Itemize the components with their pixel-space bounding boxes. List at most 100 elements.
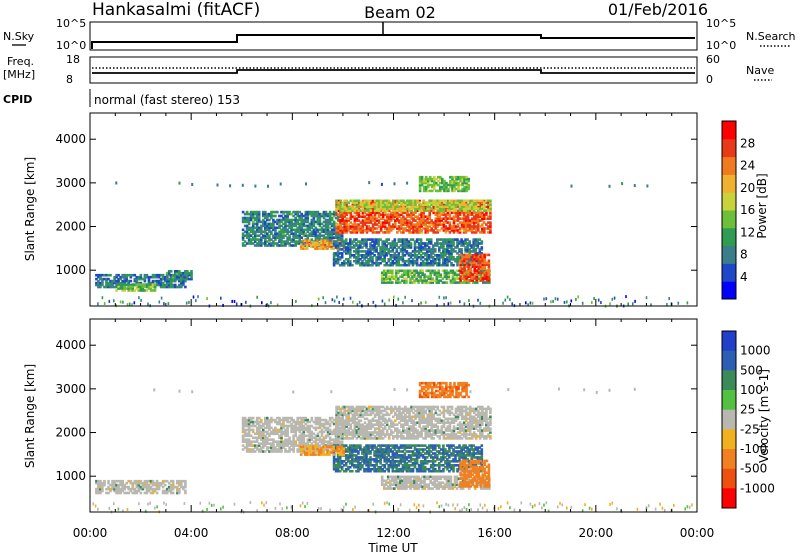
echo-cell: [260, 418, 263, 422]
echo-cell: [390, 205, 393, 208]
echo-cell: [388, 277, 392, 280]
echo-cell: [483, 203, 486, 206]
echo-cell: [262, 234, 265, 237]
echo-cell: [438, 215, 442, 218]
echo-cell: [395, 279, 398, 282]
echo-speckle: [380, 182, 383, 186]
echo-cell: [448, 213, 452, 216]
echo-cell: [369, 219, 373, 222]
echo-cell: [153, 275, 157, 279]
echo-cell: [439, 187, 442, 191]
echo-cell: [400, 225, 403, 228]
echo-cell: [292, 240, 295, 243]
echo-cell: [473, 261, 476, 265]
echo-cell: [316, 222, 320, 226]
echo-cell: [391, 263, 395, 267]
echo-cell: [111, 279, 114, 283]
echo-cell: [401, 269, 404, 273]
echo-speckle: [191, 390, 194, 394]
echo-cell: [302, 242, 306, 245]
echo-cell: [337, 227, 340, 230]
echo-cell: [268, 230, 271, 234]
echo-cell: [343, 429, 346, 432]
echo-cell: [392, 225, 395, 228]
echo-cell: [286, 216, 289, 220]
echo-cell: [387, 225, 391, 228]
echo-cell: [470, 225, 474, 228]
echo-cell: [394, 203, 397, 206]
echo-cell: [414, 203, 417, 206]
echo-cell: [115, 489, 118, 493]
echo-cell: [343, 229, 346, 232]
echo-cell: [406, 209, 409, 213]
echo-cell: [432, 231, 435, 234]
echo-cell: [391, 250, 395, 253]
echo-cell: [484, 281, 487, 284]
echo-cell: [475, 277, 478, 280]
echo-speckle: [556, 505, 559, 509]
echo-speckle: [395, 303, 397, 307]
echo-cell: [337, 209, 340, 213]
echo-cell: [438, 263, 441, 267]
echo-cell: [182, 281, 185, 285]
echo-cell: [363, 207, 367, 211]
echo-cell: [101, 487, 104, 491]
echo-cell: [458, 205, 462, 208]
echo-cell: [314, 245, 317, 248]
echo-cell: [314, 426, 318, 430]
echo-cell: [247, 444, 251, 447]
echo-cell: [316, 422, 320, 426]
echo-cell: [105, 277, 108, 281]
echo-cell: [349, 217, 353, 220]
echo-cell: [286, 432, 289, 436]
echo-cell: [326, 430, 330, 434]
echo-cell: [314, 238, 318, 241]
echo-cell: [301, 247, 305, 250]
echo-cell: [420, 231, 423, 234]
echo-cell: [251, 222, 255, 226]
echo-cell: [429, 269, 432, 273]
echo-cell: [135, 285, 139, 288]
colorbar-tick-label: 24: [740, 159, 755, 173]
echo-cell: [165, 279, 169, 283]
echo-speckle: [666, 303, 668, 306]
echo-cell: [147, 279, 151, 283]
echo-cell: [249, 420, 253, 424]
echo-cell: [190, 273, 193, 277]
echo-cell: [338, 242, 342, 245]
echo-cell: [257, 442, 261, 445]
echo-cell: [389, 256, 393, 259]
echo-cell: [455, 179, 458, 183]
echo-cell: [445, 281, 449, 284]
echo-cell: [268, 428, 271, 432]
echo-cell: [359, 229, 363, 232]
echo-cell: [424, 185, 428, 189]
echo-cell: [460, 252, 463, 255]
echo-cell: [462, 205, 466, 208]
echo-cell: [489, 217, 492, 220]
echo-cell: [456, 252, 459, 255]
echo-cell: [408, 209, 411, 212]
echo-cell: [373, 217, 377, 220]
echo-cell: [444, 209, 448, 213]
echo-speckle: [445, 502, 447, 506]
echo-cell: [375, 207, 379, 210]
echo-cell: [266, 212, 269, 216]
echo-cell: [448, 225, 452, 228]
echo-cell: [387, 213, 391, 216]
echo-cell: [270, 450, 273, 453]
echo-cell: [414, 201, 417, 204]
echo-cell: [274, 446, 277, 449]
echo-cell: [131, 273, 135, 277]
echo-cell: [131, 287, 135, 290]
echo-cell: [159, 283, 163, 287]
echo-speckle: [611, 297, 614, 301]
echo-cell: [472, 205, 476, 208]
echo-cell: [410, 205, 413, 208]
echo-cell: [432, 199, 435, 203]
echo-cell: [428, 221, 431, 224]
echo-cell: [294, 432, 297, 436]
echo-cell: [405, 269, 408, 273]
echo-cell: [272, 242, 275, 245]
echo-cell: [298, 422, 301, 426]
